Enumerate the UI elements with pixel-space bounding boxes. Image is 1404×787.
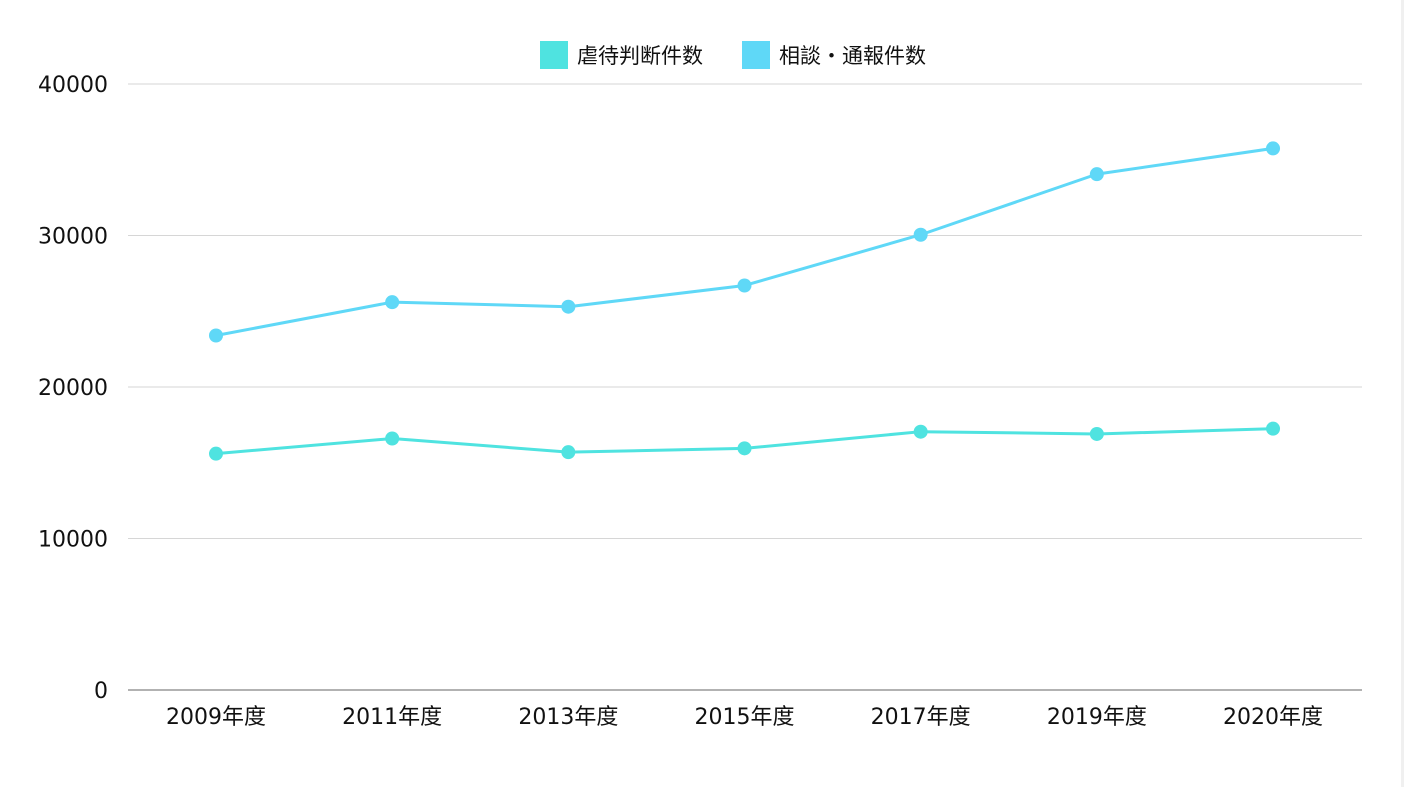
data-point-0-6[interactable] [1266,421,1281,436]
data-point-1-3[interactable] [737,278,752,293]
gridlines [128,83,1362,691]
legend-swatch [742,41,770,69]
legend-label: 虐待判断件数 [577,44,703,68]
data-point-0-4[interactable] [913,424,928,439]
data-point-1-5[interactable] [1089,167,1104,182]
data-point-1-1[interactable] [385,295,400,310]
y-tick-label: 40000 [38,73,108,98]
y-tick-label: 30000 [38,225,108,250]
data-point-0-5[interactable] [1089,426,1104,441]
right-edge-divider [1401,0,1404,787]
x-axis: 2009年度 2011年度 2013年度 2015年度 2017年度 2019年度 2020… [166,705,1323,730]
legend-label: 相談・通報件数 [779,44,926,68]
x-tick-label: 2020年度 [1223,705,1323,730]
x-tick-label: 2011年度 [342,705,442,730]
legend[interactable]: 虐待判断件数 相談・通報件数 [540,41,926,69]
data-point-1-4[interactable] [913,227,928,242]
x-tick-label: 2015年度 [695,705,795,730]
x-tick-label: 2017年度 [871,705,971,730]
y-tick-label: 0 [94,679,108,704]
x-tick-label: 2009年度 [166,705,266,730]
legend-item-0[interactable]: 虐待判断件数 [540,41,703,69]
y-tick-label: 10000 [38,528,108,553]
y-axis: 40000 30000 20000 10000 0 [38,73,108,704]
x-tick-label: 2019年度 [1047,705,1147,730]
series-line-1 [214,146,1275,337]
legend-swatch [540,41,568,69]
data-point-1-0[interactable] [209,328,223,343]
legend-item-1[interactable]: 相談・通報件数 [742,41,926,69]
data-point-1-6[interactable] [1266,141,1281,156]
y-tick-label: 20000 [38,376,108,401]
data-point-0-3[interactable] [737,441,752,456]
x-tick-label: 2013年度 [518,705,618,730]
data-point-0-2[interactable] [561,445,576,460]
data-point-0-0[interactable] [209,446,223,461]
series [209,141,1281,461]
data-point-0-1[interactable] [385,431,400,446]
data-point-1-2[interactable] [561,299,576,314]
